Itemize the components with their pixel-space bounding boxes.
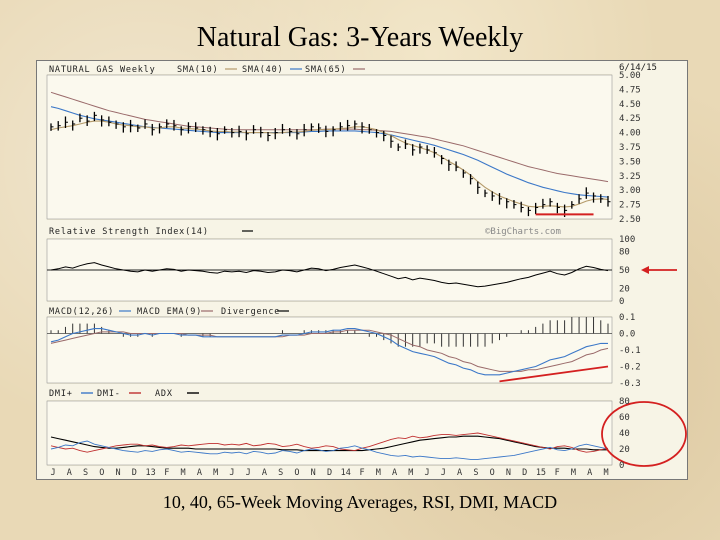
x-tick-label: S [83, 468, 88, 478]
dmi-legend-label: DMI+ [49, 389, 73, 399]
x-tick-label: A [262, 468, 267, 478]
x-tick-label: M [376, 468, 381, 478]
x-tick-label: M [213, 468, 218, 478]
x-tick-label: A [457, 468, 462, 478]
x-tick-label: O [294, 468, 299, 478]
price-y-tick-label: 5.00 [619, 71, 641, 81]
x-tick-label: M [603, 468, 608, 478]
macd-y-tick-label: -0.1 [619, 346, 641, 356]
panel-3-bg [46, 316, 613, 384]
price-header: NATURAL GAS Weekly [49, 65, 156, 75]
price-y-tick-label: 4.75 [619, 85, 641, 95]
x-tick-label: A [67, 468, 72, 478]
price-y-tick-label: 3.00 [619, 186, 641, 196]
price-legend-label: SMA(65) [305, 65, 346, 75]
macd-y-tick-label: -0.2 [619, 363, 641, 373]
x-tick-label: J [246, 468, 251, 478]
price-y-tick-label: 4.25 [619, 114, 641, 124]
rsi-y-tick-label: 20 [619, 285, 630, 295]
macd-legend-label: MACD EMA(9) [137, 307, 202, 317]
slide-title: Natural Gas: 3-Years Weekly [196, 22, 524, 53]
x-tick-label: A [392, 468, 397, 478]
x-tick-label: M [571, 468, 576, 478]
macd-y-tick-label: -0.3 [619, 379, 641, 389]
macd-legend-label: Divergence [221, 307, 280, 317]
dmi-y-tick-label: 40 [619, 429, 630, 439]
x-tick-label: D [132, 468, 137, 478]
rsi-line [50, 262, 609, 288]
dmi-y-tick-label: 80 [619, 397, 630, 407]
x-tick-label: F [359, 468, 364, 478]
macd-y-tick-label: 0.0 [619, 330, 635, 340]
price-y-tick-label: 2.75 [619, 201, 641, 211]
rsi-y-tick-label: 100 [619, 235, 635, 245]
macd-header: MACD(12,26) [49, 307, 114, 317]
x-tick-label: A [197, 468, 202, 478]
panel-4-bg [46, 400, 613, 466]
rsi-header: Relative Strength Index(14) [49, 227, 209, 237]
x-tick-label: N [506, 468, 511, 478]
dmi-minus-line [50, 432, 609, 453]
price-y-tick-label: 4.50 [619, 100, 641, 110]
x-tick-label: N [311, 468, 316, 478]
price-legend-label: SMA(40) [242, 65, 283, 75]
x-tick-label: J [50, 468, 55, 478]
sma10-line [50, 120, 609, 208]
x-tick-label: D [327, 468, 332, 478]
rsi-y-tick-label: 50 [619, 266, 630, 276]
rsi-y-tick-label: 0 [619, 297, 624, 307]
x-tick-label: D [522, 468, 527, 478]
x-tick-label: 14 [341, 468, 351, 478]
watermark: ©BigCharts.com [485, 227, 561, 237]
rsi-y-tick-label: 80 [619, 247, 630, 257]
macd-line [50, 328, 608, 376]
x-tick-label: F [555, 468, 560, 478]
x-tick-label: F [164, 468, 169, 478]
marks-layer [47, 68, 687, 467]
x-tick-label: J [425, 468, 430, 478]
price-y-tick-label: 3.75 [619, 143, 641, 153]
dmi-y-tick-label: 0 [619, 461, 624, 471]
price-date-stamp: 6/14/15 [619, 63, 657, 73]
x-tick-label: O [99, 468, 104, 478]
x-tick-label: S [278, 468, 283, 478]
x-tick-label: O [490, 468, 495, 478]
chart-svg: J A S O N D 13 F M A M J J A S O N D 14 F M A M J J A S O N D 15 F M A M 5.… [46, 63, 687, 478]
x-tick-label: 13 [145, 468, 155, 478]
x-tick-label: A [587, 468, 592, 478]
macd-y-tick-label: 0.1 [619, 313, 635, 323]
slide-caption: 10, 40, 65-Week Moving Averages, RSI, DM… [162, 492, 558, 512]
x-tick-label: N [115, 468, 120, 478]
x-tick-label: M [181, 468, 186, 478]
x-tick-label: S [473, 468, 478, 478]
x-tick-label: 15 [536, 468, 546, 478]
dmi-legend-label: ADX [155, 389, 173, 399]
x-tick-label: J [229, 468, 234, 478]
macd-trendline-annotation [499, 365, 609, 383]
dmi-y-tick-label: 20 [619, 445, 630, 455]
price-y-tick-label: 4.00 [619, 129, 641, 139]
text-layer: J A S O N D 13 F M A M J J A S O N D 14 F M A M J J A S O N D 15 F M A M 5.… [49, 63, 657, 478]
dmi-y-tick-label: 60 [619, 413, 630, 423]
price-y-tick-label: 3.25 [619, 172, 641, 182]
dmi-circle-annotation [601, 401, 687, 467]
x-tick-label: M [408, 468, 413, 478]
chart-frame: J A S O N D 13 F M A M J J A S O N D 14 F M A M J J A S O N D 15 F M A M 5.… [36, 60, 688, 480]
x-tick-label: J [441, 468, 446, 478]
price-legend-label: SMA(10) [177, 65, 218, 75]
dmi-legend-label: DMI- [97, 389, 121, 399]
price-y-tick-label: 2.50 [619, 215, 641, 225]
price-y-tick-label: 3.50 [619, 157, 641, 167]
dmi-plus-line [50, 440, 609, 460]
rsi-arrow-head [641, 266, 649, 274]
panel-1-bg [46, 74, 613, 220]
